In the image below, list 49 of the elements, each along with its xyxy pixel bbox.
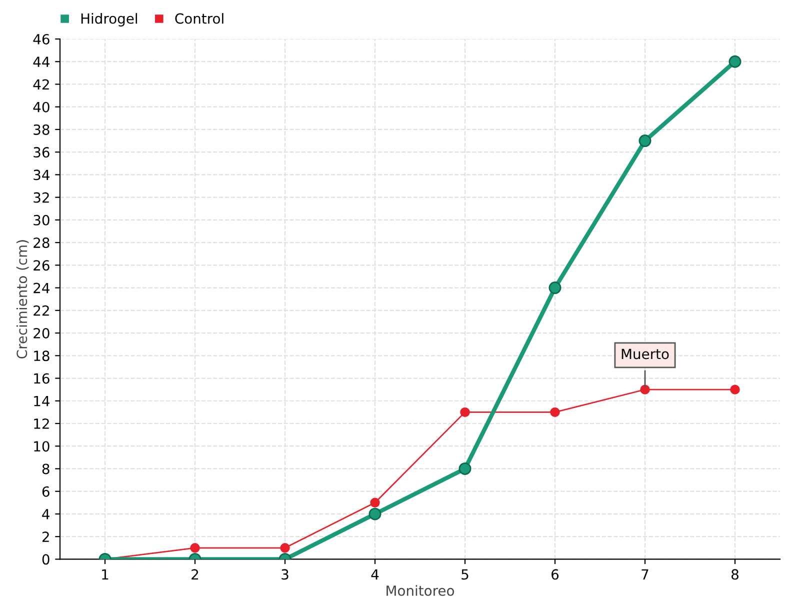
x-tick-label: 5 xyxy=(462,569,468,580)
y-tick-label: 0 xyxy=(42,554,50,565)
point xyxy=(458,462,472,475)
legend-label: Hidrogel xyxy=(81,13,137,26)
x-tick-label: 4 xyxy=(371,569,379,580)
y-tick-label: 40 xyxy=(33,102,50,112)
y-tick-label: 10 xyxy=(34,441,50,452)
y-tick-label: 34 xyxy=(34,170,50,180)
legend-label: Control xyxy=(175,13,224,24)
y-tick-label: 28 xyxy=(34,238,50,248)
point xyxy=(730,384,740,394)
x-axis-title: Monitoreo xyxy=(386,585,454,596)
y-tick-label: 26 xyxy=(34,260,50,271)
y-axis-title: Crecimiento (cm) xyxy=(16,240,29,358)
y-tick-label: 12 xyxy=(34,418,49,429)
point xyxy=(460,407,470,418)
point xyxy=(640,384,650,394)
point xyxy=(190,543,200,553)
y-tick-label: 44 xyxy=(33,56,50,67)
x-tick-label: 3 xyxy=(282,569,288,580)
y-tick-label: 6 xyxy=(42,486,50,497)
y-tick-label: 2 xyxy=(42,532,49,542)
y-tick-label: 42 xyxy=(33,79,49,90)
y-tick-label: 20 xyxy=(34,328,50,338)
y-tick-label: 16 xyxy=(34,373,50,384)
y-tick-label: 38 xyxy=(34,124,50,135)
y-tick-label: 8 xyxy=(42,464,50,474)
y-tick-label: 46 xyxy=(33,34,50,44)
point xyxy=(370,498,380,508)
x-tick-label: 6 xyxy=(552,569,559,580)
point xyxy=(638,134,652,148)
annotation: Muerto xyxy=(622,348,669,360)
x-tick-label: 1 xyxy=(102,569,108,580)
point xyxy=(280,543,290,553)
y-tick-label: 36 xyxy=(34,147,50,158)
point xyxy=(728,55,742,68)
point xyxy=(548,282,562,294)
y-tick-label: 30 xyxy=(34,214,50,226)
x-tick-label: 2 xyxy=(192,569,198,580)
y-tick-label: 18 xyxy=(34,350,50,362)
y-tick-label: 22 xyxy=(34,305,49,316)
point xyxy=(550,407,560,418)
point xyxy=(368,508,382,520)
y-tick-label: 24 xyxy=(34,282,50,294)
x-tick-label: 7 xyxy=(642,569,648,580)
x-tick-label: 8 xyxy=(732,569,738,580)
y-tick-label: 14 xyxy=(34,396,50,406)
y-tick-label: 32 xyxy=(34,192,49,203)
y-tick-label: 4 xyxy=(42,509,50,520)
